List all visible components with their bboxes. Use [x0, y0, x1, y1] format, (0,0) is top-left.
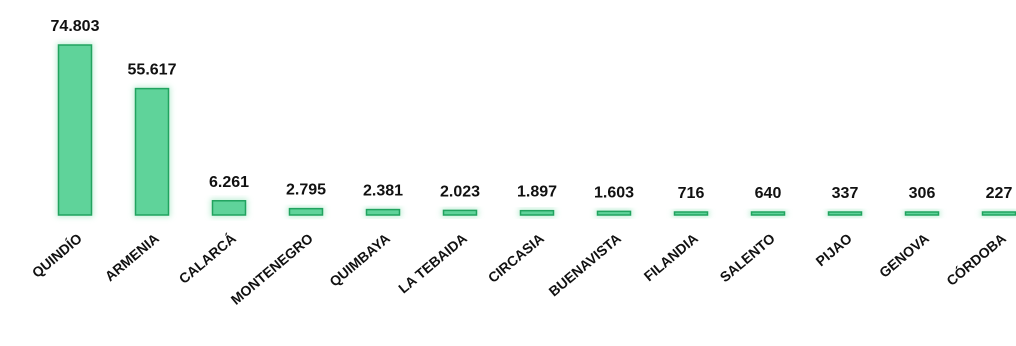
bar-montenegro — [288, 207, 324, 216]
category-label-montenegro: MONTENEGRO — [228, 230, 316, 308]
bar-calarca — [211, 200, 247, 216]
value-label-cordoba: 227 — [986, 185, 1013, 202]
value-label-la-tebaida: 2.023 — [440, 183, 480, 200]
value-label-quindio: 74.803 — [51, 18, 100, 35]
bar-genova — [904, 211, 940, 216]
category-label-armenia: ARMENIA — [102, 230, 162, 284]
category-label-quindio: QUINDÍO — [29, 230, 85, 281]
category-label-filandia: FILANDIA — [641, 230, 701, 284]
bar-quimbaya — [365, 208, 401, 216]
category-label-la-tebaida: LA TEBAIDA — [395, 230, 470, 296]
value-label-montenegro: 2.795 — [286, 182, 326, 199]
bar-salento — [750, 211, 786, 216]
category-label-pijao: PIJAO — [812, 230, 855, 269]
bar-buenavista — [596, 210, 632, 216]
value-label-armenia: 55.617 — [128, 62, 177, 79]
bar-quindio — [57, 44, 93, 216]
category-label-buenavista: BUENAVISTA — [546, 230, 624, 299]
category-label-calarca: CALARCÁ — [176, 230, 239, 287]
value-label-salento: 640 — [755, 185, 782, 202]
bar-cordoba — [981, 211, 1016, 216]
value-label-circasia: 1.897 — [517, 184, 557, 201]
value-labels-layer: 74.803 55.617 6.261 2.795 2.381 2.023 1.897 1.6… — [51, 18, 1013, 202]
category-label-genova: GENOVA — [876, 230, 932, 281]
value-label-pijao: 337 — [832, 185, 859, 202]
value-label-calarca: 6.261 — [209, 174, 249, 191]
category-label-cordoba: CÓRDOBA — [943, 229, 1009, 289]
value-label-buenavista: 1.603 — [594, 184, 634, 201]
value-label-genova: 306 — [909, 185, 936, 202]
bar-armenia — [134, 87, 170, 216]
value-label-filandia: 716 — [678, 185, 705, 202]
category-label-quimbaya: QUIMBAYA — [326, 230, 393, 290]
category-label-salento: SALENTO — [717, 230, 778, 285]
category-label-circasia: CIRCASIA — [485, 230, 547, 286]
bar-circasia — [519, 209, 555, 216]
bar-pijao — [827, 211, 863, 216]
bar-la-tebaida — [442, 209, 478, 216]
bars-layer — [56, 43, 1016, 217]
bar-filandia — [673, 211, 709, 216]
value-label-quimbaya: 2.381 — [363, 183, 403, 200]
